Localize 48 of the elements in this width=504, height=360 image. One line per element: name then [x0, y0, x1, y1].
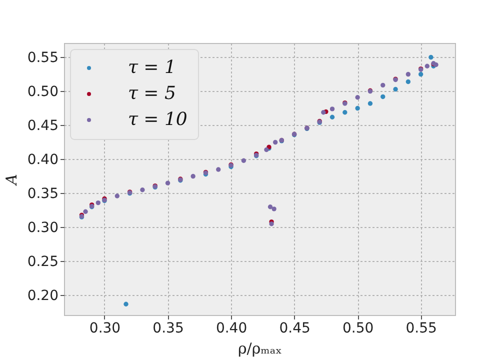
point [424, 64, 430, 68]
point [330, 106, 335, 112]
point [264, 147, 269, 152]
point [96, 200, 101, 206]
point [83, 209, 88, 214]
x-tick-label: 0.55 [406, 320, 437, 336]
point [418, 72, 424, 77]
y-tick-label: 0.25 [27, 254, 58, 270]
point [124, 302, 128, 306]
legend-label: τ = 10 [128, 109, 188, 130]
point [355, 106, 360, 111]
y-tick-label: 0.55 [27, 50, 58, 66]
point [428, 54, 434, 60]
y-tick-label: 0.35 [27, 186, 58, 202]
y-tick-label: 0.20 [27, 288, 58, 304]
point [216, 167, 221, 172]
point [355, 95, 360, 100]
point [380, 82, 386, 88]
y-tick-label: 0.50 [27, 84, 58, 100]
point [272, 206, 276, 212]
point [165, 180, 170, 186]
point [342, 110, 348, 115]
x-tick-label: 0.40 [216, 320, 248, 336]
point [241, 158, 246, 163]
legend-label: τ = 1 [128, 57, 176, 78]
point [272, 140, 278, 145]
point [380, 94, 386, 100]
point [368, 101, 373, 106]
x-tick-label: 0.50 [342, 320, 374, 336]
point [330, 114, 335, 120]
x-tick-label: 0.45 [279, 320, 310, 336]
point [114, 194, 120, 198]
point [406, 79, 411, 84]
y-tick-label: 0.45 [27, 118, 58, 134]
point [321, 110, 326, 115]
point [393, 86, 398, 92]
y-tick-label: 0.40 [27, 152, 58, 168]
point [434, 62, 438, 68]
point [140, 188, 145, 192]
x-tick-label: 0.30 [89, 320, 121, 336]
point [406, 72, 411, 77]
point [268, 204, 273, 210]
x-axis-title: ρ/ρₘₐₓ [238, 340, 282, 358]
y-axis-title: A [2, 174, 20, 187]
y-tick-label: 0.30 [27, 220, 58, 236]
legend-label: τ = 5 [128, 83, 176, 104]
point [190, 174, 196, 179]
x-tick-label: 0.35 [152, 320, 184, 336]
